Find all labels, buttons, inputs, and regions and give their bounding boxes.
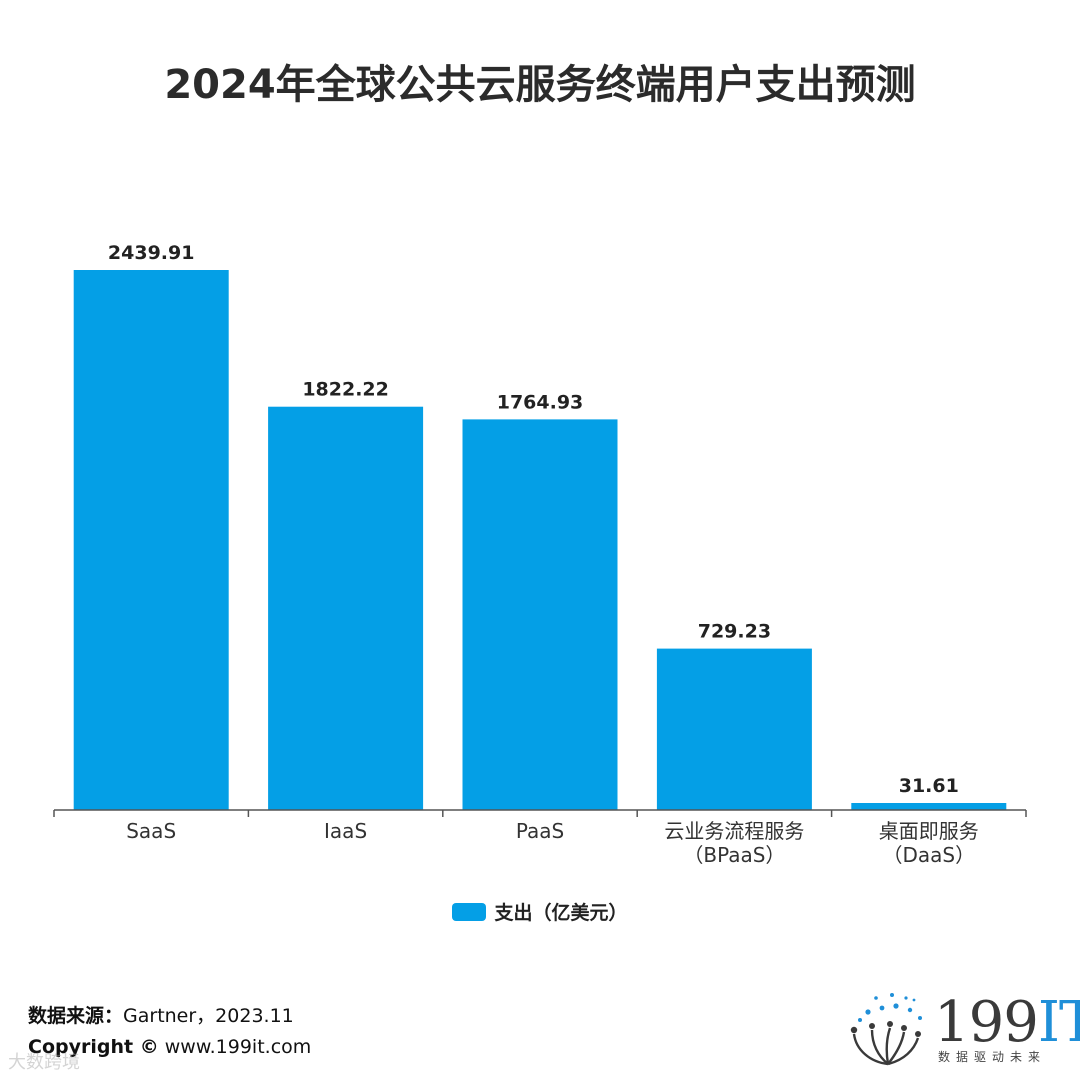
logo-wordmark: 199IT xyxy=(934,990,1080,1055)
category-label-4-0: 桌面即服务 xyxy=(879,819,979,843)
category-label-0-0: SaaS xyxy=(126,819,176,843)
data-label-3: 729.23 xyxy=(698,621,771,643)
logo-number: 199 xyxy=(934,990,1039,1055)
data-source: 数据来源：Gartner，2023.11 xyxy=(28,1001,294,1028)
copyright-url: www.199it.com xyxy=(164,1036,312,1058)
watermark: 大数跨境 xyxy=(8,1052,80,1073)
source-value: Gartner，2023.11 xyxy=(123,1005,294,1027)
bar-0 xyxy=(73,270,229,810)
category-label-2-0: PaaS xyxy=(516,819,564,843)
category-label-3-0: 云业务流程服务 xyxy=(664,819,804,843)
bar-3 xyxy=(656,648,812,810)
chart-title: 2024年全球公共云服务终端用户支出预测 xyxy=(164,62,916,108)
logo-tagline: 数据驱动未来 xyxy=(938,1050,1047,1064)
category-label-1-0: IaaS xyxy=(324,819,367,843)
legend-label: 支出（亿美元） xyxy=(494,902,628,924)
bar-2 xyxy=(462,419,618,810)
legend-swatch xyxy=(452,902,487,921)
copyright: Copyright © www.199it.com xyxy=(28,1036,311,1058)
copyright-label: Copyright © xyxy=(28,1036,159,1058)
data-label-1: 1822.22 xyxy=(302,379,389,401)
source-label: 数据来源： xyxy=(28,1005,124,1027)
category-label-4-1: （DaaS） xyxy=(882,843,975,867)
data-label-0: 2439.91 xyxy=(108,242,195,264)
bar-1 xyxy=(268,406,424,810)
dot-globe-logo-icon xyxy=(850,993,922,1066)
data-label-4: 31.61 xyxy=(899,775,959,797)
legend: 支出（亿美元） xyxy=(0,898,1080,925)
logo-letters: IT xyxy=(1037,990,1080,1055)
bar-chart: 2439.91 SaaS 1822.22 IaaS 1764.93 PaaS 729.23 云… xyxy=(53,242,1027,867)
category-label-3-1: （BPaaS） xyxy=(683,843,785,867)
bar-4 xyxy=(851,803,1007,810)
brand-logo: 199IT 数据驱动未来 xyxy=(848,990,1080,1070)
data-label-2: 1764.93 xyxy=(497,391,584,413)
